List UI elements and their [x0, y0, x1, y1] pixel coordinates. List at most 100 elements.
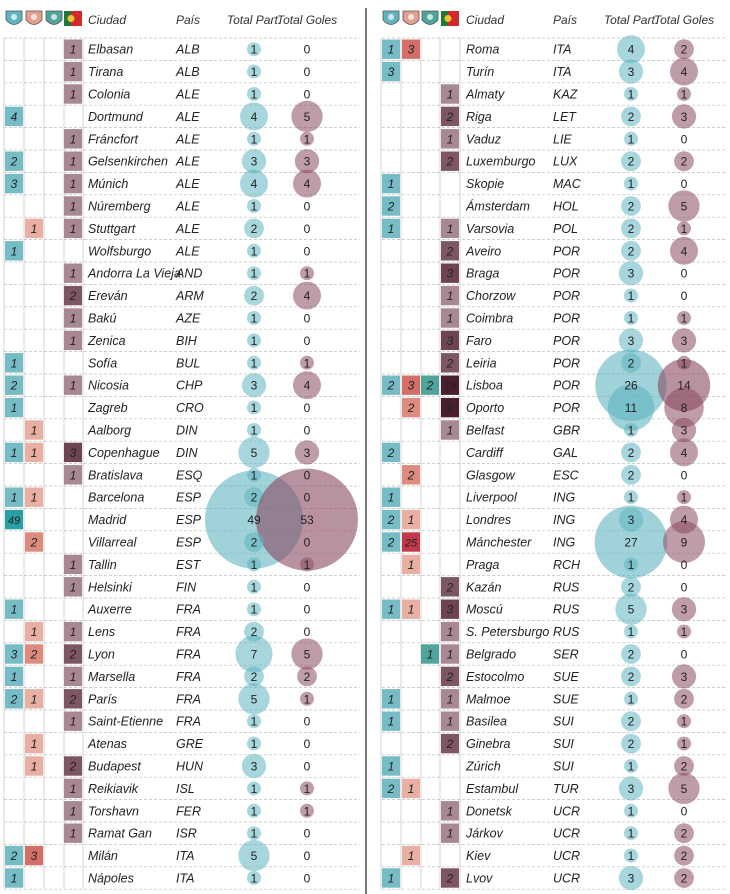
total-goals-bubble [674, 823, 694, 844]
cell-mu-stuttgart [25, 218, 43, 239]
country-label: RUS [553, 625, 580, 639]
cell-rm--msterdam [382, 196, 400, 216]
cell-pt-m-nich [64, 173, 82, 194]
country-label: MAC [553, 177, 582, 191]
header-city: Ciudad [466, 13, 504, 27]
cell-pt-value: 2 [446, 737, 454, 751]
total-goals-bubble [670, 57, 698, 86]
total-matches-value: 26 [624, 379, 638, 393]
table-text: Elbasan ALB 1 0 Tirana ALB 1 0 Colonia ALE 1 0 Dortm… [87, 43, 691, 886]
total-matches-value: 7 [251, 648, 258, 662]
city-label: Budapest [88, 760, 141, 774]
city-label: Zagreb [87, 401, 128, 415]
country-label: LIE [553, 132, 572, 146]
cell-rm-dortmund [5, 106, 23, 127]
cell-rm-liverpool [382, 487, 400, 507]
total-goals-value: 0 [304, 468, 311, 482]
cell-pt-value: 1 [447, 88, 454, 102]
total-matches-bubble [624, 624, 638, 639]
total-matches-bubble [621, 464, 641, 485]
total-matches-bubble [621, 106, 641, 127]
total-matches-value: 3 [628, 334, 635, 348]
city-label: Skopie [466, 177, 504, 191]
cell-rm-value: 1 [388, 692, 395, 706]
total-goals-value: 0 [304, 312, 311, 326]
total-matches-bubble [621, 666, 641, 687]
total-goals-value: 4 [304, 379, 311, 393]
city-label: Cardiff [466, 446, 504, 460]
cell-mu-estambul [402, 778, 420, 799]
cell-pt-lyon [64, 644, 82, 664]
city-label: Estocolmo [466, 670, 524, 684]
cell-pt-lvov [441, 868, 459, 888]
total-goals-value: 0 [304, 244, 311, 258]
country-label: SUE [553, 670, 579, 684]
city-label: Torshavn [88, 804, 139, 818]
cell-pt-value: 2 [69, 692, 77, 706]
real-madrid-crest-icon [382, 10, 400, 25]
cell-rm-value: 1 [388, 43, 395, 57]
total-matches-bubble [621, 733, 641, 754]
country-label: POR [553, 356, 580, 370]
total-goals-bubble [677, 714, 691, 729]
cell-mu-mosc- [402, 599, 420, 619]
total-matches-value: 1 [251, 715, 258, 729]
cell-pt-value: 2 [446, 110, 454, 124]
cell-rm-nicosia [5, 375, 23, 395]
total-matches-value: 2 [628, 110, 635, 124]
city-label: Tirana [88, 65, 123, 79]
cell-pt-tirana [64, 61, 82, 82]
total-goals-value: 5 [681, 200, 688, 214]
total-goals-value: 0 [681, 580, 688, 594]
header-total-matches: Total Part. [604, 13, 658, 27]
total-matches-bubble [247, 557, 261, 572]
city-label: Almaty [465, 88, 505, 102]
cell-mu-copenhague [25, 442, 43, 463]
total-matches-bubble [624, 423, 638, 437]
total-matches-value: 1 [628, 491, 635, 505]
cell-sp-value: 1 [427, 648, 434, 662]
cell-pt-torshavn [64, 801, 82, 821]
total-matches-bubble [618, 776, 644, 801]
cell-pt-fr-ncfort [64, 129, 82, 149]
total-matches-bubble [624, 803, 638, 818]
total-matches-value: 1 [628, 804, 635, 818]
country-label: FRA [176, 625, 201, 639]
country-label: BUL [176, 356, 200, 370]
total-matches-value: 2 [628, 715, 635, 729]
cell-pt-value: 2 [446, 872, 454, 886]
country-label: SUI [553, 760, 574, 774]
country-label: ALE [175, 155, 200, 169]
city-label: Copenhague [88, 446, 160, 460]
cell-rm-value: 1 [11, 491, 18, 505]
cell-mu-value: 1 [408, 513, 415, 527]
country-label: POR [553, 379, 580, 393]
country-label: LET [553, 110, 577, 124]
header-total-goals: Total Goles [277, 13, 337, 27]
total-goals-bubble [300, 557, 314, 572]
total-matches-value: 1 [251, 244, 258, 258]
total-goals-bubble [293, 281, 321, 310]
total-goals-bubble [668, 190, 700, 222]
total-goals-bubble [300, 266, 314, 281]
total-goals-bubble [677, 490, 691, 505]
total-matches-value: 2 [251, 536, 258, 550]
country-label: ARM [175, 289, 204, 303]
country-label: SUI [553, 715, 574, 729]
total-matches-bubble [240, 102, 268, 131]
total-matches-value: 1 [251, 88, 258, 102]
city-label: Glasgow [466, 468, 516, 482]
cell-pt-value: 3 [70, 446, 77, 460]
country-label: POR [553, 401, 580, 415]
total-goals-value: 2 [304, 670, 311, 684]
cell-pt-malmoe [441, 689, 459, 709]
total-matches-bubble [247, 333, 261, 348]
cell-pt-value: 1 [447, 804, 454, 818]
cell-pt-value: 1 [70, 88, 77, 102]
total-goals-value: 1 [304, 558, 311, 572]
total-goals-bubble [674, 756, 694, 776]
cell-pt-value: 1 [447, 715, 454, 729]
total-matches-bubble [244, 285, 264, 306]
